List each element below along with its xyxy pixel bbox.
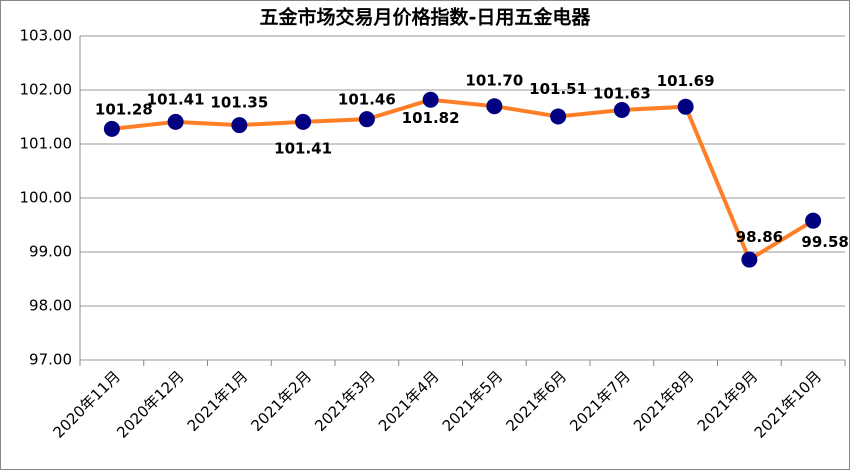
- y-tick-label: 103.00: [20, 27, 73, 45]
- y-tick-label: 97.00: [29, 351, 72, 369]
- marker: [741, 251, 758, 268]
- marker: [358, 111, 375, 128]
- value-label: 101.82: [402, 109, 460, 127]
- value-label: 101.46: [338, 91, 396, 109]
- value-label: 101.28: [95, 100, 153, 118]
- value-label: 98.86: [736, 228, 783, 246]
- marker: [805, 212, 822, 229]
- y-tick-label: 100.00: [20, 189, 73, 207]
- marker: [103, 120, 120, 137]
- marker: [613, 101, 630, 118]
- value-label: 101.35: [210, 94, 268, 112]
- marker: [550, 108, 567, 125]
- chart-title: 五金市场交易月价格指数-日用五金电器: [260, 6, 592, 29]
- marker: [167, 113, 184, 130]
- y-tick-label: 101.00: [20, 135, 73, 153]
- value-label: 101.69: [657, 72, 715, 90]
- value-label: 101.41: [147, 90, 205, 108]
- y-tick-label: 102.00: [20, 81, 73, 99]
- value-label: 101.51: [529, 80, 587, 98]
- marker: [486, 98, 503, 115]
- y-tick-label: 99.00: [29, 243, 72, 261]
- value-label: 101.63: [593, 84, 651, 102]
- marker: [295, 113, 312, 130]
- marker: [231, 117, 248, 134]
- marker: [677, 98, 694, 115]
- value-label: 101.41: [274, 139, 332, 157]
- y-tick-label: 98.00: [29, 297, 72, 315]
- value-label: 99.58: [801, 233, 848, 251]
- series-line: [111, 97, 815, 263]
- value-label: 101.70: [465, 72, 523, 90]
- marker: [422, 91, 439, 108]
